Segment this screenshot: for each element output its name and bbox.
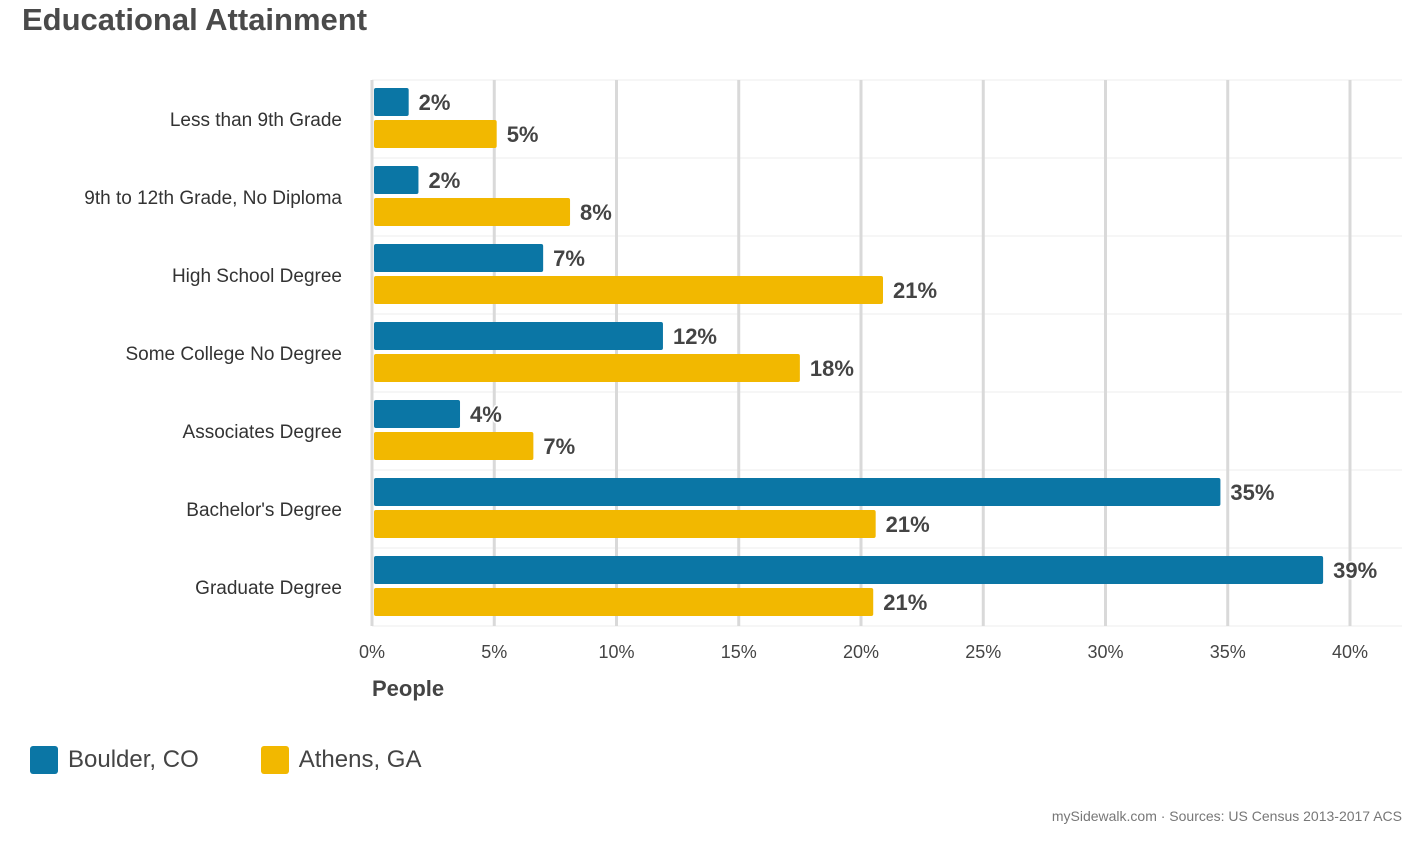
- bar-athens[interactable]: [374, 432, 534, 460]
- data-label: 12%: [673, 324, 717, 349]
- legend: Boulder, CO Athens, GA: [30, 746, 483, 774]
- x-tick-label: 20%: [843, 642, 879, 662]
- bar-athens[interactable]: [374, 354, 800, 382]
- bar-athens[interactable]: [374, 198, 571, 226]
- legend-item-athens[interactable]: Athens, GA: [260, 746, 422, 774]
- chart-title: Educational Attainment: [22, 2, 368, 37]
- bar-boulder[interactable]: [374, 400, 461, 428]
- category-label: Bachelor's Degree: [186, 500, 342, 521]
- x-tick-label: 15%: [721, 642, 757, 662]
- bar-boulder[interactable]: [374, 166, 419, 194]
- bar-athens[interactable]: [374, 588, 874, 616]
- data-label: 39%: [1333, 558, 1377, 583]
- x-tick-label: 5%: [481, 642, 507, 662]
- bar-athens[interactable]: [374, 510, 876, 538]
- bar-boulder[interactable]: [374, 556, 1324, 584]
- data-label: 35%: [1230, 480, 1274, 505]
- data-label: 21%: [893, 278, 937, 303]
- x-tick-label: 0%: [359, 642, 385, 662]
- category-label: High School Degree: [172, 266, 342, 287]
- bar-boulder[interactable]: [374, 478, 1221, 506]
- category-label: Associates Degree: [183, 422, 342, 443]
- category-label: Less than 9th Grade: [170, 110, 342, 131]
- data-label: 8%: [580, 200, 612, 225]
- data-label: 5%: [507, 122, 539, 147]
- legend-label-boulder: Boulder, CO: [68, 746, 199, 773]
- legend-swatch-athens: [260, 746, 289, 774]
- legend-label-athens: Athens, GA: [298, 746, 422, 773]
- data-label: 7%: [543, 434, 575, 459]
- data-label: 7%: [553, 246, 585, 271]
- bar-athens[interactable]: [374, 120, 497, 148]
- bar-athens[interactable]: [374, 276, 884, 304]
- category-label: Some College No Degree: [125, 344, 342, 365]
- x-tick-label: 40%: [1332, 642, 1368, 662]
- data-label: 2%: [428, 168, 460, 193]
- bar-boulder[interactable]: [374, 322, 663, 350]
- source-credit: mySidewalk.com · Sources: US Census 2013…: [1051, 808, 1402, 824]
- legend-swatch-boulder: [30, 746, 58, 774]
- category-label: 9th to 12th Grade, No Diploma: [84, 188, 342, 209]
- x-tick-label: 30%: [1087, 642, 1123, 662]
- x-axis-title: People: [372, 676, 444, 701]
- data-label: 2%: [419, 90, 451, 115]
- bar-chart: 0% 5% 10% 15% 20% 25% 30% 35% 40% People Less than…: [84, 79, 1402, 701]
- data-label: 18%: [810, 356, 854, 381]
- x-tick-label: 25%: [965, 642, 1001, 662]
- category-label: Graduate Degree: [195, 578, 342, 599]
- data-label: 4%: [470, 402, 502, 427]
- x-tick-label: 35%: [1210, 642, 1246, 662]
- bar-boulder[interactable]: [374, 244, 544, 272]
- legend-item-boulder[interactable]: Boulder, CO: [30, 746, 199, 774]
- x-tick-label: 10%: [598, 642, 634, 662]
- bar-boulder[interactable]: [374, 88, 409, 116]
- data-label: 21%: [883, 590, 927, 615]
- data-label: 21%: [886, 512, 930, 537]
